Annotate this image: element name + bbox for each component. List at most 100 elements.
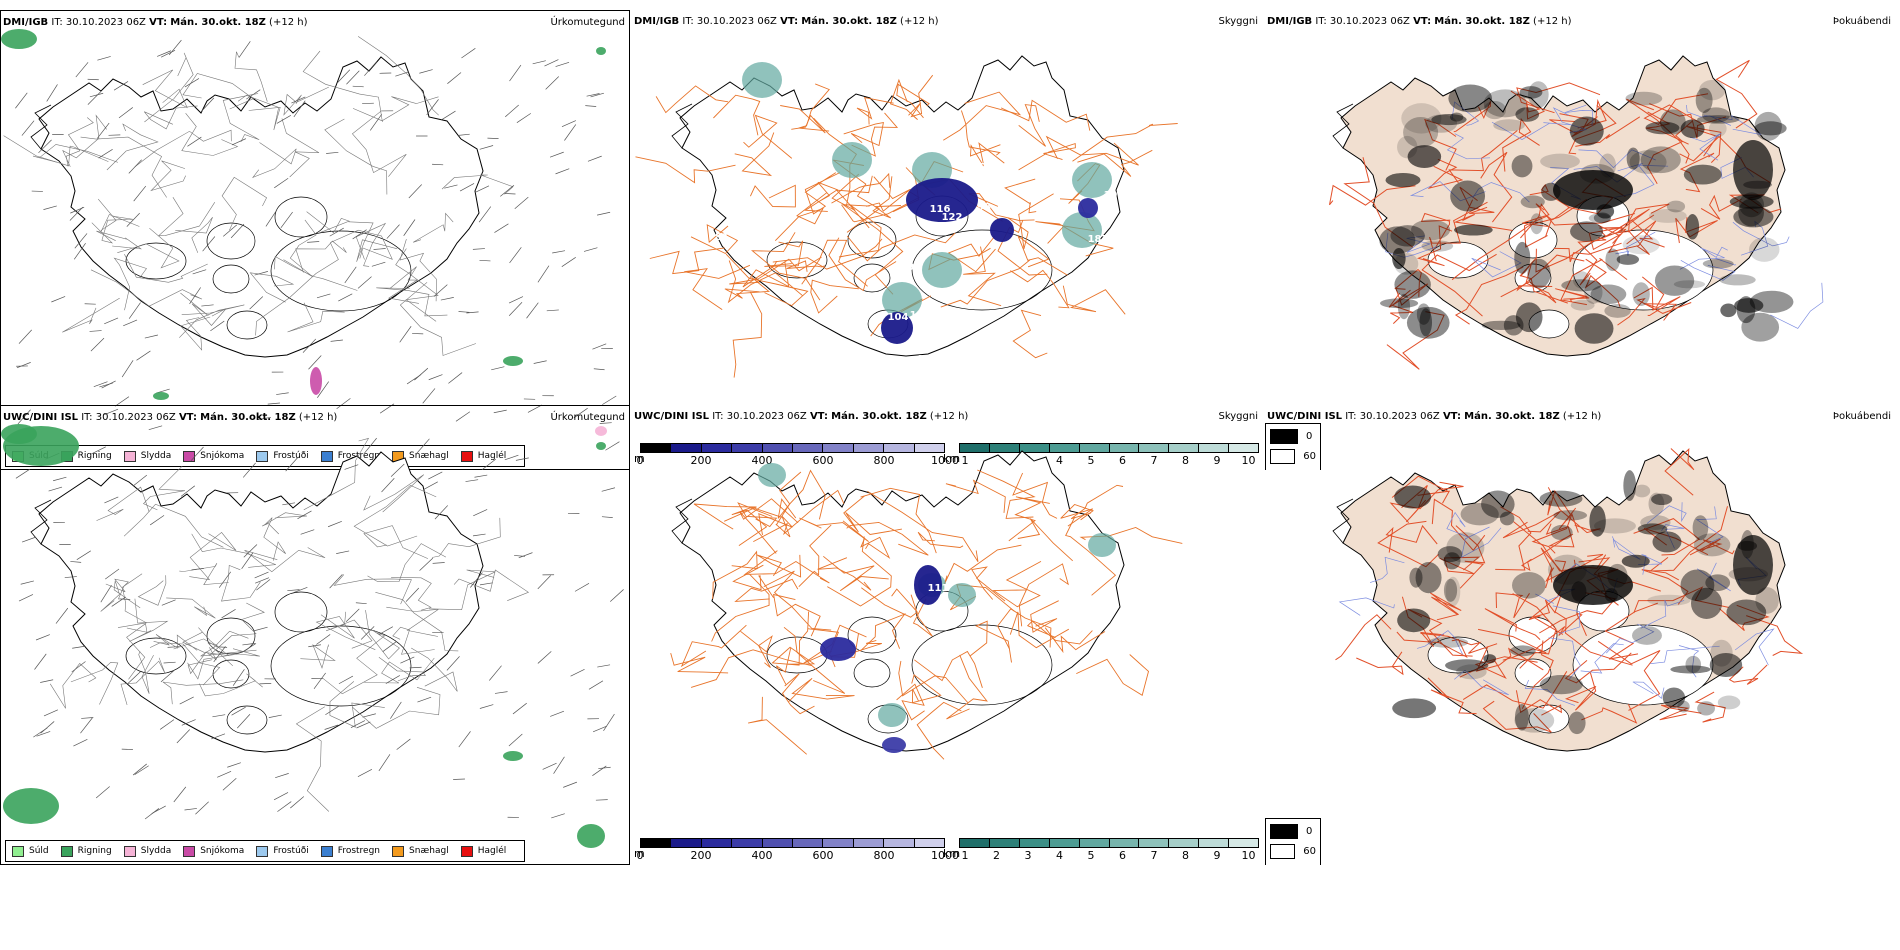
fog-patch xyxy=(1647,594,1691,606)
fog-patch xyxy=(1697,701,1715,716)
height-color-step xyxy=(853,839,885,847)
layer-name: Þokuábendi xyxy=(1832,16,1891,27)
height-color-step xyxy=(884,444,915,452)
wind-barb xyxy=(133,185,147,202)
road-line xyxy=(992,561,1042,608)
road-line xyxy=(1700,194,1742,220)
road-line xyxy=(134,129,232,168)
wind-barb xyxy=(395,71,409,77)
river-line xyxy=(1770,282,1824,329)
road-line xyxy=(971,566,1006,602)
fog-patch xyxy=(1683,164,1722,185)
road-line xyxy=(283,86,329,116)
fog-patch xyxy=(1510,645,1536,657)
visibility-color-step xyxy=(1079,839,1110,847)
river-line xyxy=(1646,502,1687,524)
fog-patch xyxy=(1741,312,1780,342)
road-line xyxy=(1529,184,1571,221)
glacier-outline xyxy=(125,637,187,675)
road-line xyxy=(804,172,840,215)
wind-barb xyxy=(163,661,176,664)
river-line xyxy=(1680,259,1736,281)
road-line xyxy=(860,487,937,554)
sleet-area xyxy=(595,426,607,436)
road-line xyxy=(1391,475,1451,504)
legend-swatch xyxy=(256,450,269,462)
fog-patch xyxy=(1708,120,1727,138)
river-line xyxy=(1578,149,1656,169)
wind-barb xyxy=(104,568,120,580)
visibility-map[interactable]: 111 xyxy=(632,405,1262,865)
fog-map[interactable] xyxy=(1265,10,1895,470)
road-line xyxy=(1633,586,1729,614)
road-line xyxy=(1555,288,1590,303)
wind-barb xyxy=(362,713,376,718)
river-line xyxy=(1632,681,1665,700)
road-line xyxy=(352,687,441,729)
road-line xyxy=(187,648,260,680)
wind-barb xyxy=(542,762,557,770)
low-visibility-core xyxy=(882,737,906,753)
road-line xyxy=(1560,257,1628,306)
wind-barb xyxy=(551,813,565,819)
visibility-tick-label: 5 xyxy=(1087,454,1095,467)
road-line xyxy=(731,506,782,546)
fog-patch xyxy=(1403,117,1439,148)
fog-map[interactable] xyxy=(1265,405,1895,865)
legend-label: Rigning xyxy=(77,451,112,461)
wind-barb xyxy=(104,496,119,504)
legend-swatch xyxy=(256,845,269,857)
road-line xyxy=(97,198,140,233)
road-line xyxy=(1386,311,1445,370)
height-color-step xyxy=(701,444,733,452)
wind-barb xyxy=(89,330,102,332)
low-visibility-core xyxy=(881,312,913,344)
road-line xyxy=(943,91,1022,141)
visibility-color-step xyxy=(1199,839,1230,847)
legend-swatch xyxy=(320,450,333,462)
road-line xyxy=(157,197,216,237)
wind-barb xyxy=(17,409,31,425)
wind-barb xyxy=(396,738,411,750)
road-line xyxy=(788,677,855,702)
wind-barb xyxy=(293,586,308,593)
wind-barb xyxy=(326,151,339,154)
wind-barb xyxy=(479,582,493,586)
wind-barb xyxy=(603,713,615,731)
fog-patch xyxy=(1569,116,1604,146)
road-line xyxy=(322,632,386,695)
wind-barb xyxy=(290,796,305,809)
precip-map[interactable] xyxy=(1,11,630,470)
road-line xyxy=(1648,506,1728,572)
visibility-area xyxy=(1062,212,1102,248)
height-tick-label: 200 xyxy=(690,849,712,862)
height-color-step xyxy=(732,839,763,847)
road-line xyxy=(1356,651,1404,676)
wind-barb xyxy=(111,596,126,607)
wind-barb xyxy=(98,149,113,159)
it-label: IT: xyxy=(682,16,694,27)
road-line xyxy=(960,110,1001,156)
wind-barb xyxy=(201,304,214,307)
road-line xyxy=(1072,123,1178,162)
low-visibility-core xyxy=(914,565,942,605)
fog-patch xyxy=(1729,194,1774,209)
visibility-value-label: 122 xyxy=(942,212,963,223)
precip-legend-item: Haglél xyxy=(460,450,506,462)
glacier-outline xyxy=(226,310,268,340)
wind-barb xyxy=(64,576,77,578)
road-line xyxy=(363,474,425,513)
fog-patch xyxy=(1670,665,1711,674)
wind-barb xyxy=(549,151,564,158)
height-tick-label: 0 xyxy=(636,454,644,467)
road-line xyxy=(799,517,869,542)
wind-barb xyxy=(605,441,620,451)
wind-barb xyxy=(241,643,257,653)
fog-legend-label: 60 xyxy=(1303,846,1316,857)
precip-map[interactable] xyxy=(1,406,630,865)
river-line xyxy=(1734,628,1775,666)
wind-barb xyxy=(242,643,255,646)
wind-barb xyxy=(144,334,158,339)
fog-patch xyxy=(1702,258,1734,269)
